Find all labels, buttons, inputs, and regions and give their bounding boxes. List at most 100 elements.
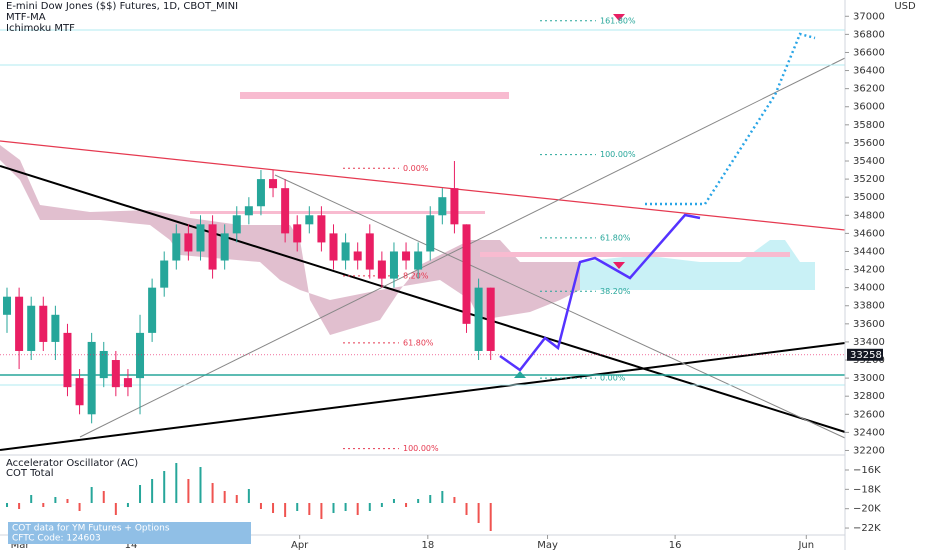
ac-bar	[296, 503, 299, 511]
y-tick-label: 34200	[853, 265, 885, 276]
y-tick-label: 33800	[853, 301, 885, 312]
x-tick-label: May	[537, 540, 558, 550]
tooltip-text: CFTC Code: 124603	[12, 534, 101, 544]
ac-bar	[211, 483, 214, 503]
fib-label: 0.00%	[600, 374, 626, 383]
ac-bar	[453, 497, 456, 503]
candle-body	[3, 296, 12, 315]
ac-bar	[356, 503, 359, 515]
ac-bar	[417, 499, 420, 503]
candle-body	[123, 378, 132, 388]
ac-bar	[429, 495, 432, 503]
y-tick-label: 36000	[853, 102, 885, 113]
y-tick-label: 32400	[853, 427, 885, 438]
y-tick-label: 36800	[853, 29, 885, 40]
y-tick-label: 34600	[853, 228, 885, 239]
fib-label: 61.80%	[403, 338, 434, 347]
fib-label: 100.00%	[403, 444, 439, 453]
x-tick-label: 14	[125, 540, 138, 550]
y-tick-label: 36400	[853, 66, 885, 77]
ac-bar	[42, 503, 45, 507]
ac-bar	[66, 499, 69, 503]
ac-bar	[308, 503, 311, 515]
candle-body	[353, 251, 362, 261]
ac-bar	[332, 503, 335, 513]
candle-body	[377, 260, 386, 279]
y-tick-label: 37000	[853, 11, 885, 22]
candle-body	[256, 179, 265, 207]
fib-label: 38.20%	[600, 287, 631, 296]
x-tick-label: Jun	[797, 540, 814, 550]
zone	[190, 211, 485, 214]
candle-body	[414, 251, 423, 270]
ac-bar	[126, 503, 129, 507]
candle-body	[244, 206, 253, 216]
candle-body	[462, 224, 471, 324]
candle-body	[27, 305, 36, 351]
ac-bar	[368, 503, 371, 511]
candle-body	[172, 233, 181, 261]
projection-path	[499, 213, 701, 372]
indicator-label: MTF-MA	[6, 12, 46, 23]
candle-body	[269, 179, 278, 189]
x-tick-label: 18	[421, 540, 434, 550]
x-tick-label: Apr	[291, 540, 309, 550]
trendline	[0, 342, 846, 451]
y-tick-label: 32800	[853, 391, 885, 402]
y-tick-label: 36200	[853, 84, 885, 95]
candle-body	[51, 314, 60, 342]
candle-body	[474, 287, 483, 351]
ac-bar	[102, 491, 105, 503]
y-tick-label: 34400	[853, 246, 885, 257]
candle-body	[329, 233, 338, 261]
ac-bar	[139, 485, 142, 503]
tooltip-box	[8, 522, 251, 544]
arrow-marker	[613, 14, 625, 21]
trendline	[79, 57, 846, 438]
last-price-label: 33258	[850, 350, 882, 361]
ichimoku-cloud	[0, 145, 580, 335]
indicator-label: COT Total	[6, 468, 54, 479]
ac-bar	[199, 467, 202, 503]
candle-body	[63, 332, 72, 388]
ac-bar	[175, 463, 178, 503]
trendline	[274, 174, 846, 439]
drawings	[0, 0, 846, 550]
candle-body	[450, 188, 459, 225]
y-tick-label: 33600	[853, 319, 885, 330]
candle-body	[136, 332, 145, 379]
ac-bar	[344, 503, 347, 511]
candle-body	[389, 251, 398, 279]
ac-bar	[6, 503, 9, 507]
y-tick-label: 35200	[853, 174, 885, 185]
ac-bar	[223, 491, 226, 503]
ac-bar	[54, 497, 57, 503]
ac-bar	[465, 503, 468, 515]
fib-label: 0.00%	[403, 164, 429, 173]
ac-bar	[114, 503, 117, 515]
ac-bar	[247, 489, 250, 503]
y-tick-label: 35800	[853, 120, 885, 131]
candle-body	[365, 233, 374, 270]
marks: 3220032400326003280033000332003340033600…	[0, 11, 885, 550]
tooltip-text: COT data for YM Futures + Options	[12, 524, 170, 534]
y-tick-label: 33000	[853, 373, 885, 384]
zone	[240, 92, 509, 99]
zone	[480, 252, 790, 257]
arrow-marker	[613, 262, 625, 269]
chart-title: E-mini Dow Jones ($$) Futures, 1D, CBOT_…	[6, 1, 238, 12]
fib-label: 8.20%	[403, 271, 429, 280]
candle-body	[438, 197, 447, 216]
candle-body	[160, 260, 169, 288]
ac-bar	[477, 503, 480, 523]
ac-bar	[90, 487, 93, 503]
ac-bar	[284, 503, 287, 517]
ac-bar	[187, 479, 190, 503]
candle-body	[39, 305, 48, 342]
candle-body	[341, 242, 350, 261]
indicator-label: Accelerator Oscillator (AC)	[6, 458, 138, 469]
y2-tick-label: −16K	[853, 465, 881, 476]
candle-body	[317, 215, 326, 243]
candle-body	[111, 360, 120, 388]
